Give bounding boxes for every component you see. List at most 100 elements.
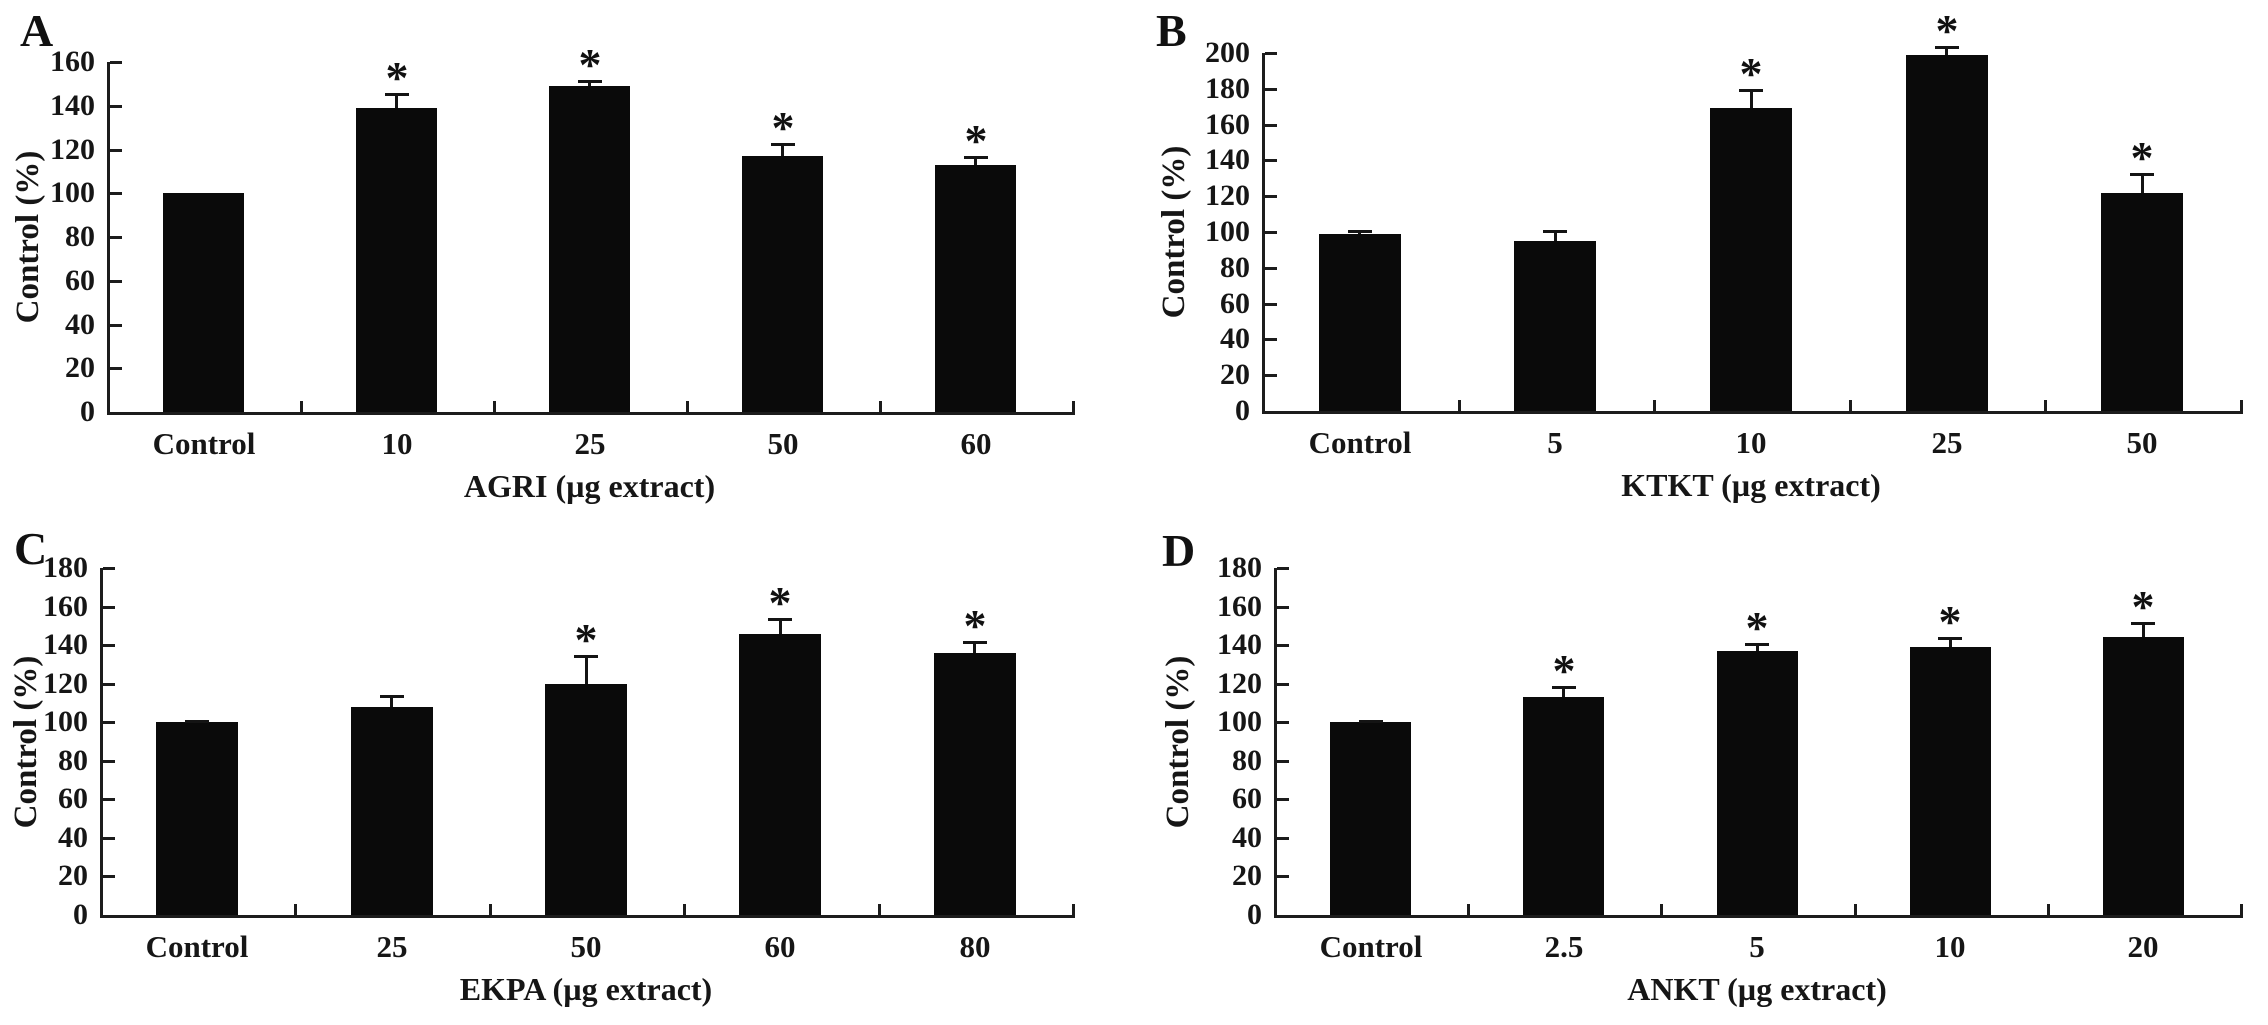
- bar-60: [739, 634, 821, 915]
- y-tick-mark: [110, 192, 122, 195]
- significance-asterisk: *: [768, 577, 792, 628]
- x-axis-title-c: EKPA (µg extract): [459, 971, 713, 1007]
- x-tick-mark: [686, 401, 689, 412]
- significance-asterisk: *: [578, 39, 602, 90]
- error-bar-cap: [771, 143, 795, 146]
- x-category-label: 2.5: [1544, 929, 1584, 964]
- y-tick-mark: [1265, 303, 1277, 306]
- y-tick-mark: [1277, 567, 1289, 570]
- x-tick-mark: [683, 904, 686, 915]
- y-tick-mark: [1265, 52, 1277, 55]
- y-tick-label: 60: [1232, 782, 1262, 815]
- y-tick-mark: [103, 683, 115, 686]
- error-bar-line: [1554, 230, 1557, 241]
- significance-asterisk: *: [2131, 581, 2155, 632]
- y-tick-mark: [110, 149, 122, 152]
- y-tick-label: 140: [1217, 628, 1262, 661]
- error-bar-line: [974, 156, 977, 165]
- bar-25: [1906, 55, 1988, 411]
- significance-asterisk: *: [1938, 596, 1962, 647]
- bar-5: [1717, 651, 1798, 915]
- error-bar-cap: [2131, 622, 2155, 625]
- y-tick-mark: [1265, 195, 1277, 198]
- x-tick-mark: [2240, 904, 2243, 915]
- x-tick-mark: [1458, 400, 1461, 411]
- error-bar-line: [390, 695, 393, 707]
- significance-asterisk: *: [1745, 602, 1769, 653]
- error-bar-line: [2142, 622, 2145, 637]
- panel-label-d: D: [1162, 525, 1196, 576]
- x-tick-mark: [2044, 400, 2047, 411]
- y-tick-mark: [110, 367, 122, 370]
- error-bar-line: [973, 641, 976, 653]
- y-tick-label: 180: [43, 551, 88, 584]
- x-category-label: 5: [1749, 929, 1765, 964]
- x-category-label: Control: [152, 426, 256, 461]
- error-bar-line: [2141, 173, 2144, 193]
- x-tick-mark: [1653, 400, 1656, 411]
- error-bar-cap: [1543, 230, 1567, 233]
- y-tick-label: 0: [73, 898, 88, 931]
- y-tick-label: 140: [1205, 143, 1250, 176]
- x-category-label: 50: [2126, 425, 2158, 460]
- error-bar-cap: [2130, 173, 2154, 176]
- y-tick-mark: [1277, 721, 1289, 724]
- y-tick-mark: [1277, 875, 1289, 878]
- y-axis-line: [100, 568, 103, 918]
- y-tick-label: 0: [1247, 898, 1262, 931]
- x-tick-mark: [1467, 904, 1470, 915]
- y-tick-label: 60: [58, 782, 88, 815]
- y-tick-mark: [110, 236, 122, 239]
- bar-control: [163, 193, 244, 412]
- x-tick-mark: [489, 904, 492, 915]
- error-bar-cap: [1359, 720, 1383, 723]
- y-tick-label: 80: [58, 744, 88, 777]
- y-tick-mark: [103, 567, 115, 570]
- error-bar-line: [588, 80, 591, 86]
- x-axis-line: [107, 412, 1075, 415]
- bar-60: [935, 165, 1016, 412]
- significance-asterisk: *: [574, 614, 598, 665]
- y-tick-mark: [103, 644, 115, 647]
- x-axis-title-b: KTKT (µg extract): [1621, 467, 1881, 503]
- error-bar-line: [1562, 686, 1565, 697]
- panel-c: C Control (%) EKPA (µg extract) 0 20 40 60 8…: [0, 512, 1134, 1025]
- error-bar-cap: [185, 720, 209, 723]
- x-tick-mark: [879, 401, 882, 412]
- error-bar-line: [1756, 643, 1759, 651]
- y-tick-label: 140: [50, 89, 95, 122]
- y-tick-mark: [110, 61, 122, 64]
- significance-asterisk: *: [771, 102, 795, 153]
- error-bar-cap: [768, 618, 792, 621]
- x-category-label: Control: [1308, 425, 1412, 460]
- y-tick-label: 20: [1220, 358, 1250, 391]
- x-category-label: 50: [570, 929, 602, 964]
- x-category-label: 5: [1547, 425, 1563, 460]
- error-bar-line: [1949, 637, 1952, 647]
- y-tick-label: 120: [1217, 667, 1262, 700]
- y-tick-label: 0: [1235, 394, 1250, 427]
- y-tick-mark: [110, 105, 122, 108]
- significance-asterisk: *: [2130, 132, 2154, 183]
- y-tick-mark: [1265, 88, 1277, 91]
- bar-control: [1330, 722, 1411, 915]
- y-tick-label: 140: [43, 628, 88, 661]
- error-bar-cap: [380, 695, 404, 698]
- y-tick-mark: [110, 280, 122, 283]
- x-category-label: 25: [1931, 425, 1963, 460]
- bar-25: [351, 707, 433, 915]
- bar-50: [2101, 193, 2183, 411]
- bar-control: [1319, 234, 1401, 411]
- y-axis-line: [1262, 53, 1265, 414]
- bar-80: [934, 653, 1016, 915]
- significance-asterisk: *: [964, 115, 988, 166]
- y-tick-label: 120: [43, 667, 88, 700]
- x-axis-line: [1274, 915, 2243, 918]
- y-tick-mark: [1265, 267, 1277, 270]
- x-tick-mark: [1072, 904, 1075, 915]
- error-bar-cap: [964, 156, 988, 159]
- y-tick-label: 40: [1220, 322, 1250, 355]
- y-tick-mark: [103, 721, 115, 724]
- bar-control: [156, 722, 238, 915]
- significance-asterisk: *: [1935, 5, 1959, 56]
